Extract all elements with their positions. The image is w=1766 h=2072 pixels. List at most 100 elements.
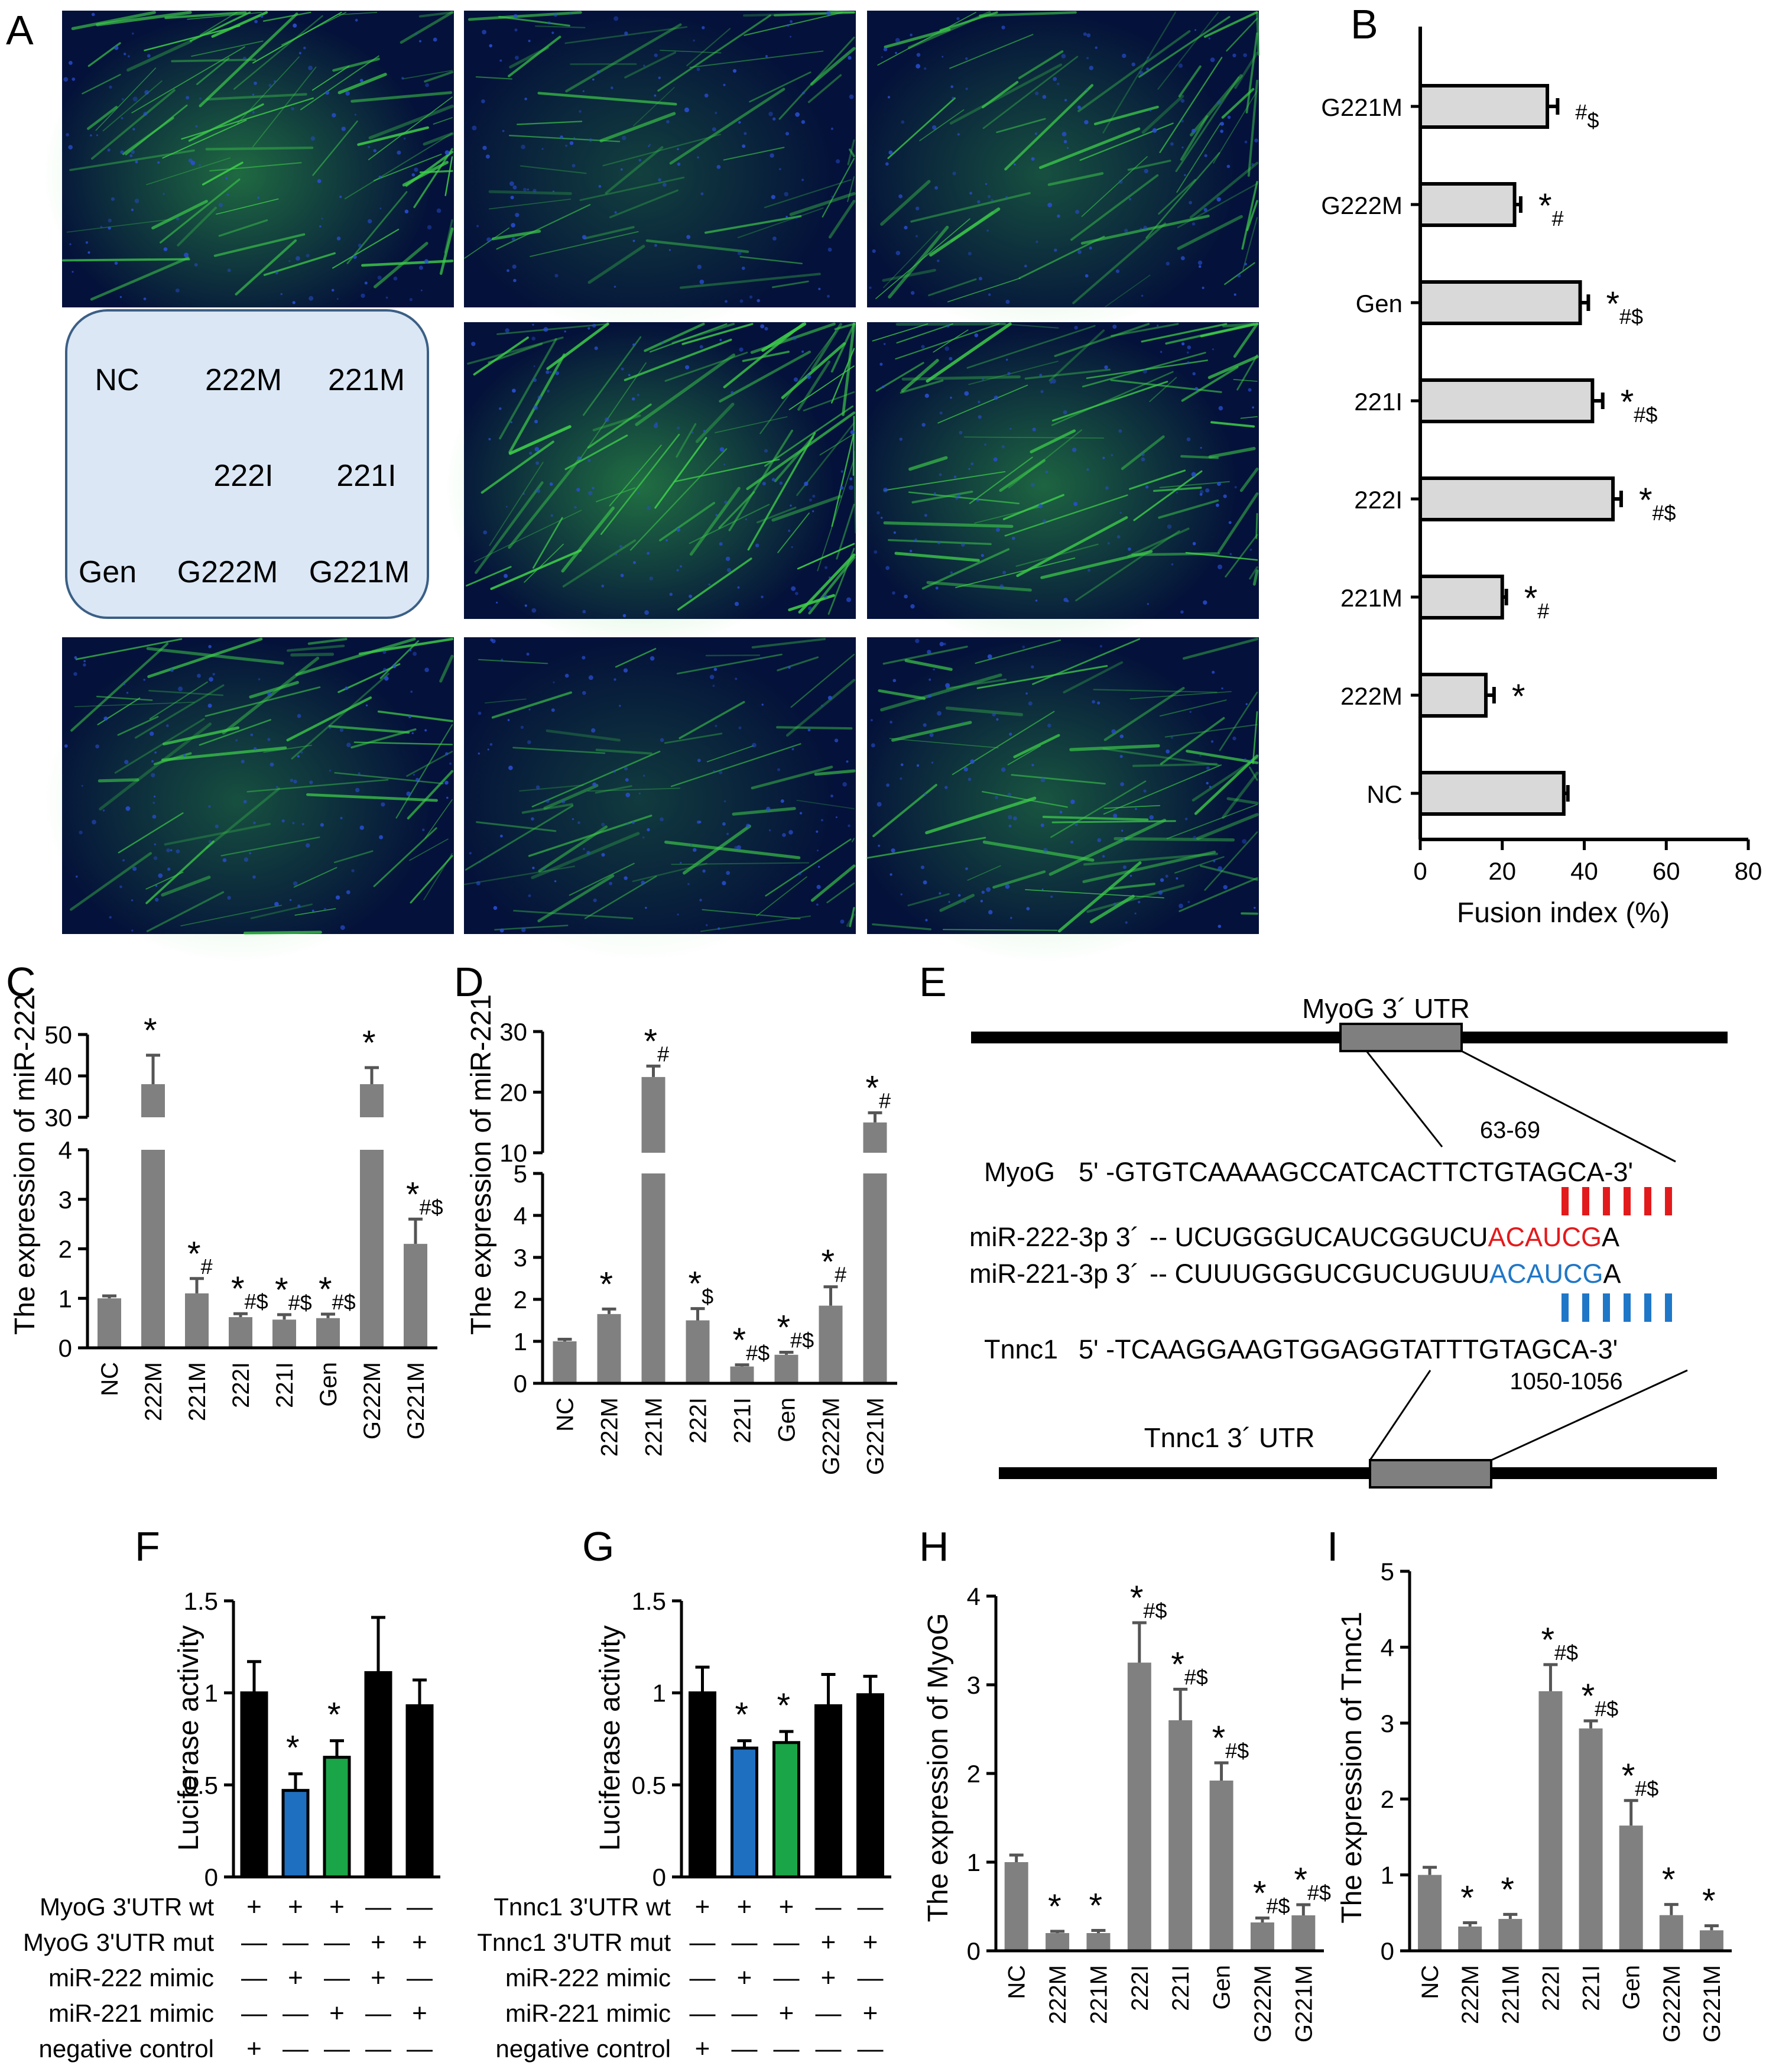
myotube xyxy=(1179,877,1258,912)
nucleus xyxy=(151,760,154,763)
myotube xyxy=(1132,763,1218,767)
nucleus xyxy=(1252,406,1254,408)
ytick-label-10: 10 xyxy=(499,1139,527,1167)
nucleus xyxy=(155,885,158,887)
nucleus xyxy=(1050,895,1053,898)
nucleus xyxy=(1059,810,1063,814)
myotube xyxy=(976,665,1108,689)
nucleus xyxy=(1158,890,1163,895)
bar-G222M xyxy=(1250,1922,1274,1951)
myotube xyxy=(368,105,454,140)
tick-label-221M: 221M xyxy=(1340,584,1403,612)
nucleus xyxy=(725,300,728,303)
myotube xyxy=(689,504,770,544)
nucleus xyxy=(561,800,566,804)
myotube-fibers xyxy=(866,637,1259,933)
nucleus xyxy=(528,40,531,43)
myotube xyxy=(535,25,586,28)
nucleus xyxy=(1053,77,1057,82)
nucleus xyxy=(933,492,937,495)
nucleus xyxy=(379,835,384,839)
nucleus xyxy=(414,33,417,35)
ytick-label-20: 20 xyxy=(499,1079,527,1107)
nucleus xyxy=(341,127,346,131)
nucleus xyxy=(994,395,998,400)
nucleus xyxy=(1242,839,1247,844)
condition-label-3: miR-222 mimic xyxy=(48,1964,214,1992)
nucleus xyxy=(163,247,168,251)
xtick-label-NC: NC xyxy=(553,1397,579,1432)
nucleus xyxy=(1149,815,1154,820)
myotube xyxy=(521,803,573,814)
nucleus xyxy=(924,67,927,70)
myotube xyxy=(379,640,420,679)
myotube xyxy=(955,557,1076,588)
nucleus xyxy=(510,421,512,423)
bar-222M xyxy=(597,1314,621,1383)
nucleus xyxy=(275,271,278,275)
micrograph-4 xyxy=(444,322,856,649)
condition-mark: + xyxy=(779,1999,794,2028)
nucleus xyxy=(771,194,775,199)
bar-221I xyxy=(1168,1720,1193,1951)
myotube xyxy=(508,135,621,142)
nucleus xyxy=(950,396,952,399)
nucleus xyxy=(762,482,766,486)
nucleus xyxy=(1024,264,1027,268)
myotube xyxy=(569,862,635,896)
nucleus xyxy=(592,487,595,489)
nucleus xyxy=(1249,549,1252,551)
nucleus xyxy=(1011,536,1015,540)
myotube xyxy=(926,581,1032,592)
nucleus xyxy=(476,881,481,886)
nucleus xyxy=(1084,120,1089,125)
myotube-fibers xyxy=(62,11,454,301)
xtick-label-221I: 221I xyxy=(730,1397,756,1444)
nucleus xyxy=(1087,569,1091,572)
myotube xyxy=(1042,815,1149,821)
nucleus xyxy=(642,774,645,777)
myotube xyxy=(949,63,1063,125)
condition-mark: + xyxy=(695,2034,710,2063)
myotube xyxy=(406,750,453,777)
nucleus xyxy=(1086,33,1091,38)
myotube xyxy=(774,436,814,482)
nucleus xyxy=(152,815,157,819)
bar-221M xyxy=(185,1293,209,1348)
myotube xyxy=(1103,764,1222,815)
nucleus xyxy=(572,818,574,821)
myotube xyxy=(872,323,929,342)
mir222-name: miR-222-3p 3´ xyxy=(969,1222,1140,1252)
nucleus xyxy=(535,488,541,493)
myotube xyxy=(777,656,819,672)
nucleus xyxy=(521,144,525,150)
panel-label-i: I xyxy=(1327,1523,1338,1570)
myotube xyxy=(491,691,572,719)
legend-g222m: G222M xyxy=(177,555,278,589)
nucleus xyxy=(946,324,950,328)
myotube xyxy=(875,362,924,392)
nucleus xyxy=(541,148,544,150)
nucleus xyxy=(757,299,760,303)
nucleus xyxy=(499,407,502,410)
nucleus xyxy=(1157,325,1159,327)
myotube xyxy=(715,416,788,433)
nucleus xyxy=(554,880,557,883)
nucleus xyxy=(874,550,878,554)
nucleus xyxy=(345,686,349,690)
panel-label-d: D xyxy=(454,959,484,1005)
nucleus xyxy=(68,145,73,150)
nucleus xyxy=(476,225,479,228)
panel-h-chart: NC*222M*221M*#$222I*#$221I*#$Gen*#$G222M… xyxy=(967,1579,1331,2042)
nucleus xyxy=(108,226,111,230)
myotube xyxy=(1129,691,1232,699)
condition-label-1: Tnnc1 3'UTR wt xyxy=(494,1893,671,1921)
annotation-221M: *# xyxy=(1524,579,1550,623)
ytick-label-1: 1 xyxy=(514,1328,527,1356)
panel-label-f: F xyxy=(135,1523,160,1570)
nucleus xyxy=(944,786,948,789)
nucleus xyxy=(715,725,718,727)
myotube xyxy=(300,55,379,111)
myotube xyxy=(632,87,675,127)
ytick-label-50: 50 xyxy=(44,1021,72,1049)
